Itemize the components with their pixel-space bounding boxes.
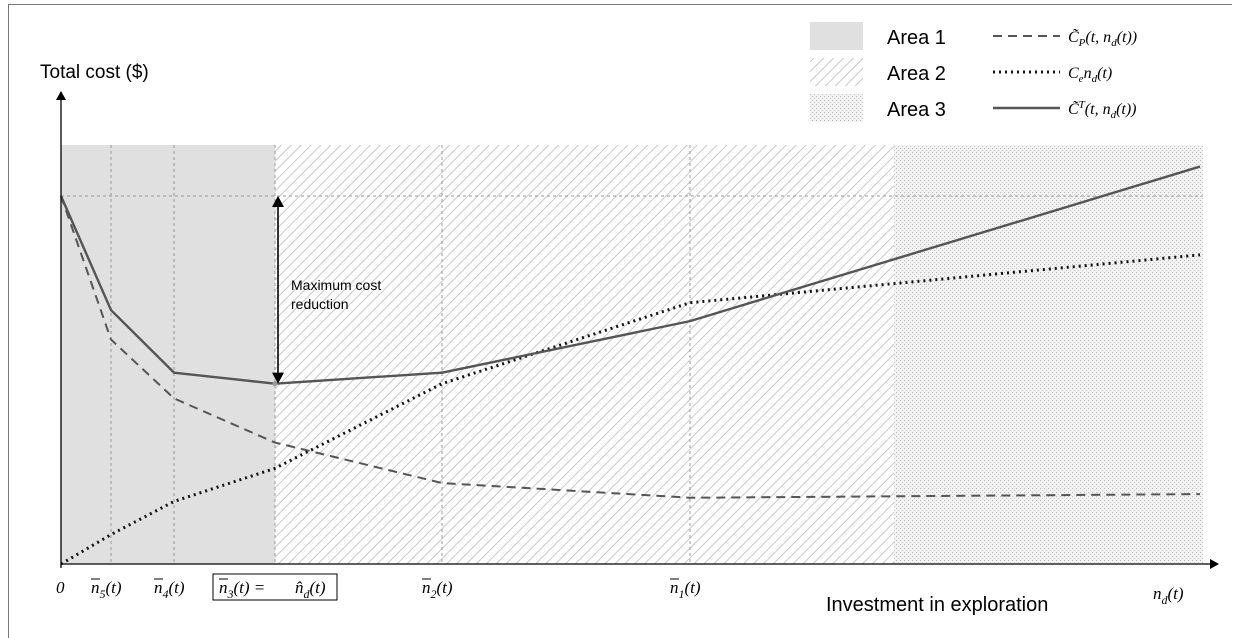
- legend-label-area-1: Area 1: [887, 27, 946, 49]
- svg-text:n5(t): n5(t): [91, 578, 122, 601]
- x-axis-title: Investment in exploration: [826, 594, 1048, 616]
- svg-text:0: 0: [56, 578, 65, 597]
- svg-text:n2(t): n2(t): [422, 578, 453, 601]
- x-tick-label-5: n1(t): [670, 578, 701, 601]
- y-axis-title: Total cost ($): [40, 62, 149, 83]
- legend-label-series-3: C̃T(t, nd(t)): [1068, 99, 1137, 121]
- legend-label-series-2: Cend(t): [1068, 65, 1112, 85]
- x-tick-label-0: 0: [56, 578, 65, 597]
- legend-label-area-3: Area 3: [887, 99, 946, 121]
- svg-text:n1(t): n1(t): [670, 578, 701, 601]
- svg-text:C̃T(t, nd(t)): C̃T(t, nd(t)): [1068, 99, 1137, 121]
- area-3-region: [894, 145, 1203, 564]
- area-2-region: [275, 145, 894, 564]
- svg-text:n̂d(t): n̂d(t): [295, 578, 326, 601]
- area-1-region: [61, 145, 275, 564]
- svg-text:n4(t): n4(t): [154, 578, 185, 601]
- legend-swatch-area-2: [810, 58, 863, 86]
- annotation-line-2: reduction: [291, 296, 349, 312]
- svg-text:n3(t) =: n3(t) =: [219, 578, 265, 601]
- legend-label-series-1: C̃P(t, nd(t)): [1068, 28, 1137, 49]
- svg-text:C̃P(t, nd(t)): C̃P(t, nd(t)): [1068, 28, 1137, 49]
- legend-swatch-area-1: [810, 22, 863, 50]
- legend-swatch-area-3: [810, 94, 863, 122]
- x-tick-label-1: n5(t): [91, 578, 122, 601]
- x-tick-label-2: n4(t): [154, 578, 185, 601]
- x-axis-end-label: nd(t): [1153, 584, 1184, 607]
- figure-frame: [8, 4, 1232, 638]
- annotation-line-1: Maximum cost: [291, 277, 381, 293]
- x-tick-label-4: n2(t): [422, 578, 453, 601]
- svg-text:Cend(t): Cend(t): [1068, 65, 1112, 85]
- x-tick-label-3: n3(t) = n̂d(t): [212, 573, 338, 601]
- legend-label-area-2: Area 2: [887, 63, 946, 85]
- series-cp-dashed-line: [60, 195, 1201, 499]
- svg-text:nd(t): nd(t): [1153, 584, 1184, 607]
- minimum-point: [272, 381, 278, 387]
- series-ce-dotted-line: [60, 253, 1201, 566]
